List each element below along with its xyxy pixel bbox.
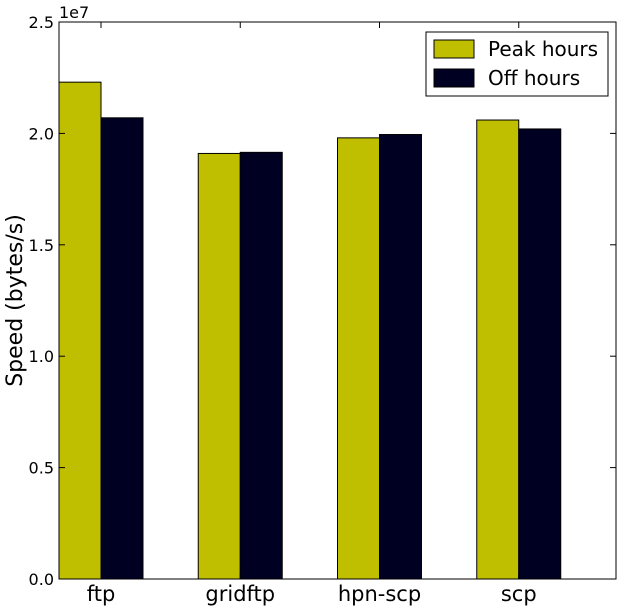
y-tick-label: 0.0: [29, 570, 54, 589]
x-category-label: scp: [501, 582, 537, 606]
y-tick-label: 0.5: [29, 459, 54, 478]
bar-peak-hours-hpn-scp: [337, 137, 380, 580]
y-tick-label: 1.0: [29, 347, 54, 366]
y-axis-label: Speed (bytes/s): [3, 214, 28, 387]
legend-label: Peak hours: [488, 37, 598, 61]
legend-label: Off hours: [488, 66, 580, 90]
bar-off-hours-hpn-scp: [379, 134, 422, 580]
bar-off-hours-ftp: [100, 117, 144, 580]
x-category-label: ftp: [87, 582, 116, 606]
x-category-labels: ftp gridftp hpn-scp scp: [87, 22, 537, 606]
y-tick-label: 2.5: [29, 13, 54, 32]
bars-group: [58, 81, 562, 580]
bar-off-hours-gridftp: [239, 151, 283, 580]
legend: Peak hours Off hours: [425, 31, 609, 97]
x-category-label: hpn-scp: [338, 582, 421, 606]
legend-swatch: [433, 68, 475, 88]
bar-peak-hours-scp: [476, 119, 520, 580]
x-category-label: gridftp: [205, 582, 275, 606]
y-tick-label: 2.0: [29, 124, 54, 143]
y-ticks: 0.0 0.5 1.0 1.5 2.0 2.5: [29, 13, 616, 589]
bar-off-hours-scp: [518, 128, 562, 580]
bar-peak-hours-ftp: [58, 81, 102, 580]
axes-frame: [58, 21, 617, 580]
y-scale-offset: 1e7: [59, 3, 89, 22]
bar-peak-hours-gridftp: [197, 152, 241, 580]
y-tick-label: 1.5: [29, 236, 54, 255]
legend-swatch: [433, 39, 475, 59]
